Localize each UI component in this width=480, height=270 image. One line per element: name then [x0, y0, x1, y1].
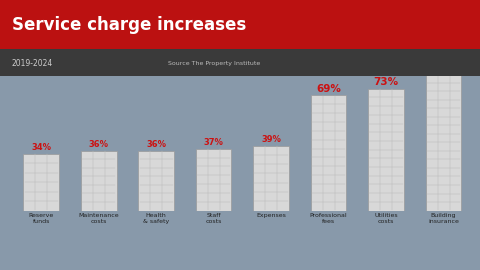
Bar	[311, 95, 347, 211]
Text: 36%: 36%	[89, 140, 108, 149]
Text: 73%: 73%	[373, 77, 399, 87]
Bar	[24, 154, 59, 211]
Text: Source The Property Institute: Source The Property Institute	[168, 61, 260, 66]
Text: 69%: 69%	[316, 84, 341, 94]
Text: 92%: 92%	[431, 45, 456, 55]
Text: 36%: 36%	[146, 140, 166, 149]
Bar	[368, 89, 404, 211]
Text: 34%: 34%	[31, 143, 51, 152]
Bar	[138, 150, 174, 211]
Bar	[81, 150, 117, 211]
Text: 2019-2024: 2019-2024	[12, 59, 53, 68]
Text: 39%: 39%	[261, 135, 281, 144]
Bar	[196, 149, 231, 211]
Bar	[253, 146, 289, 211]
Text: 37%: 37%	[204, 138, 224, 147]
Bar	[426, 57, 461, 211]
Text: Service charge increases: Service charge increases	[12, 16, 246, 34]
